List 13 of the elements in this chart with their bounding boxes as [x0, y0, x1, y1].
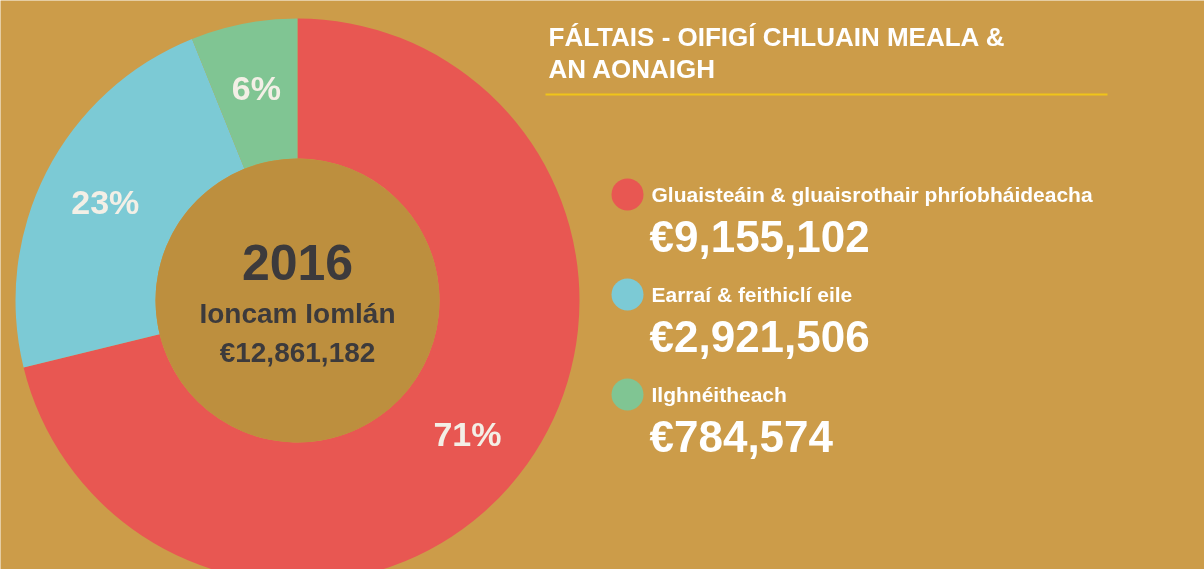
text: €12,861,182 — [219, 337, 376, 368]
text: Ioncam Iomlán — [199, 298, 396, 329]
data-label: €2,921,506 — [649, 312, 870, 361]
legend-label: Ilghnéitheach — [651, 383, 787, 406]
text: 23% — [71, 182, 140, 221]
data-label: €9,155,102 — [649, 212, 870, 261]
data-label: €784,574 — [649, 412, 834, 461]
legend-label: Earraí & feithiclí eile — [651, 283, 853, 306]
text: 2016 — [241, 235, 354, 291]
text: FÁLTAIS - OIFIGÍ CHLUAIN MEALA & AN AONAIGH — [548, 21, 1005, 84]
text: 71% — [433, 414, 502, 453]
text: 6% — [231, 69, 281, 108]
legend-label: Gluaisteáin & gluaisrothair phríobháideacha — [651, 183, 1093, 206]
